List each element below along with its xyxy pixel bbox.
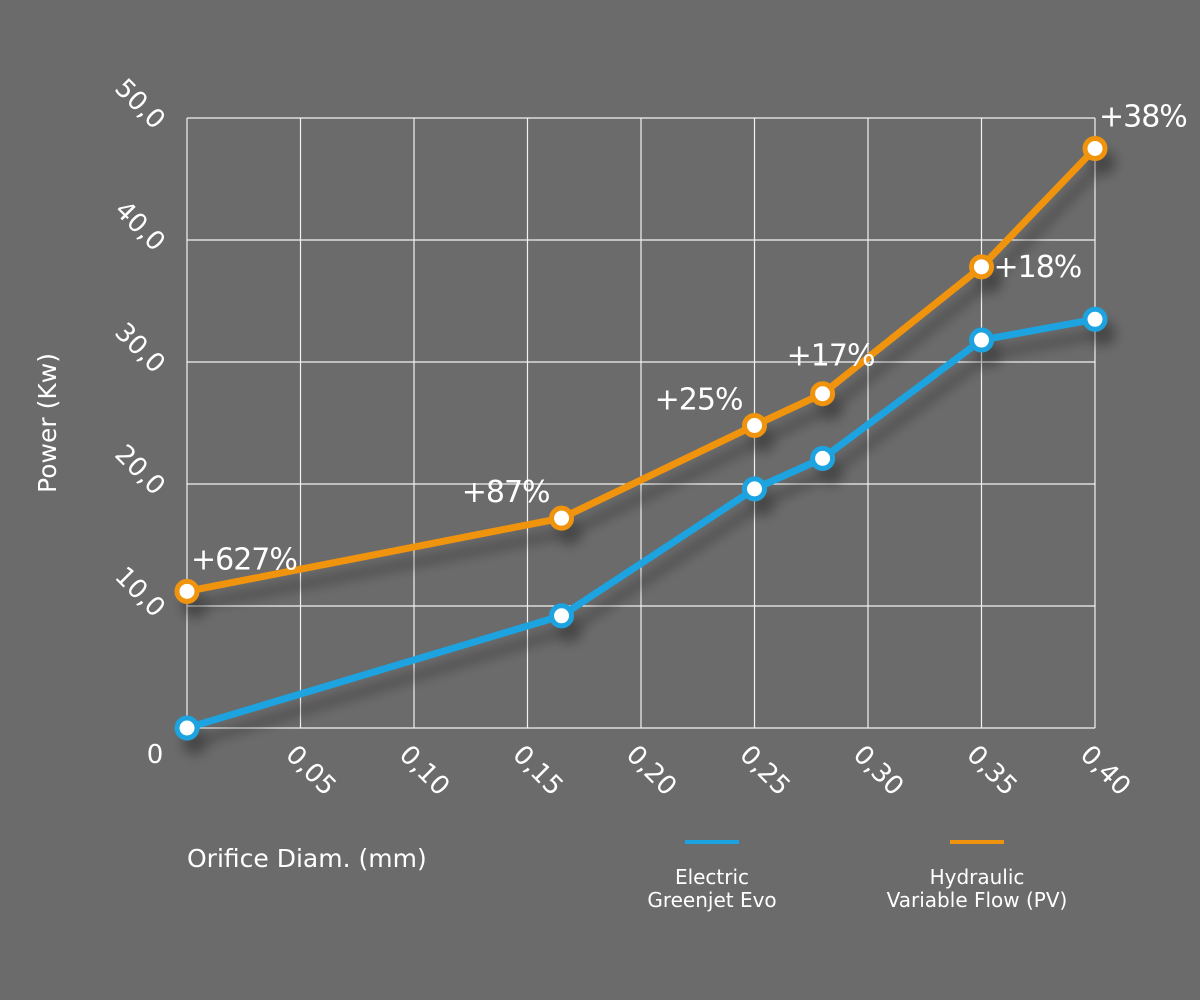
x-axis-title: Orifice Diam. (mm) <box>187 844 427 873</box>
y-tick-label: 20,0 <box>109 439 171 501</box>
data-point-marker <box>549 505 575 531</box>
series-group <box>174 306 1108 741</box>
data-point-marker <box>174 715 200 741</box>
data-point-marker <box>969 254 994 280</box>
annotations: +627% +87% +25% +17% +18% +38% <box>191 100 1188 578</box>
legend-label: Variable Flow (PV) <box>887 888 1068 912</box>
origin-label: 0 <box>147 740 164 770</box>
y-tick-label: 50,0 <box>109 73 171 135</box>
y-axis-title: Power (Kw) <box>33 353 62 493</box>
series-line <box>183 145 1099 595</box>
x-tick-label: 0,25 <box>734 740 796 802</box>
data-point-marker <box>742 476 767 502</box>
x-axis-ticks: 0,05 0,10 0,15 0,20 0,25 0,30 0,35 0,40 <box>280 740 1137 802</box>
percent-annotation: +87% <box>462 475 550 510</box>
y-tick-label: 40,0 <box>109 195 171 257</box>
series-line <box>183 315 1099 732</box>
data-point-marker <box>810 445 836 471</box>
y-tick-label: 10,0 <box>109 561 171 623</box>
percent-annotation: +38% <box>1099 100 1187 135</box>
x-tick-label: 0,30 <box>847 740 909 802</box>
legend-label: Electric <box>675 865 749 889</box>
series-group <box>174 136 1108 604</box>
y-tick-label: 30,0 <box>109 317 171 379</box>
grid <box>186 117 1096 729</box>
legend-label: Hydraulic <box>930 865 1025 889</box>
data-point-marker <box>969 327 994 353</box>
percent-annotation: +17% <box>787 339 875 374</box>
data-point-marker <box>549 603 575 629</box>
x-tick-label: 0,35 <box>961 740 1023 802</box>
percent-annotation: +25% <box>655 382 743 417</box>
percent-annotation: +627% <box>191 542 297 577</box>
data-point-marker <box>1082 306 1108 332</box>
data-point-marker <box>742 412 767 438</box>
data-point-marker <box>174 578 200 604</box>
data-point-marker <box>1082 136 1108 161</box>
y-axis-ticks: 10,0 20,0 30,0 40,0 50,0 <box>109 73 171 623</box>
x-tick-label: 0,05 <box>280 740 342 802</box>
x-tick-label: 0,15 <box>507 740 569 802</box>
data-point-marker <box>810 381 836 407</box>
series-lines <box>174 136 1108 741</box>
legend-label: Greenjet Evo <box>647 888 776 912</box>
percent-annotation: +18% <box>994 250 1082 285</box>
x-tick-label: 0,40 <box>1074 740 1136 802</box>
x-tick-label: 0,10 <box>393 740 455 802</box>
x-tick-label: 0,20 <box>620 740 682 802</box>
